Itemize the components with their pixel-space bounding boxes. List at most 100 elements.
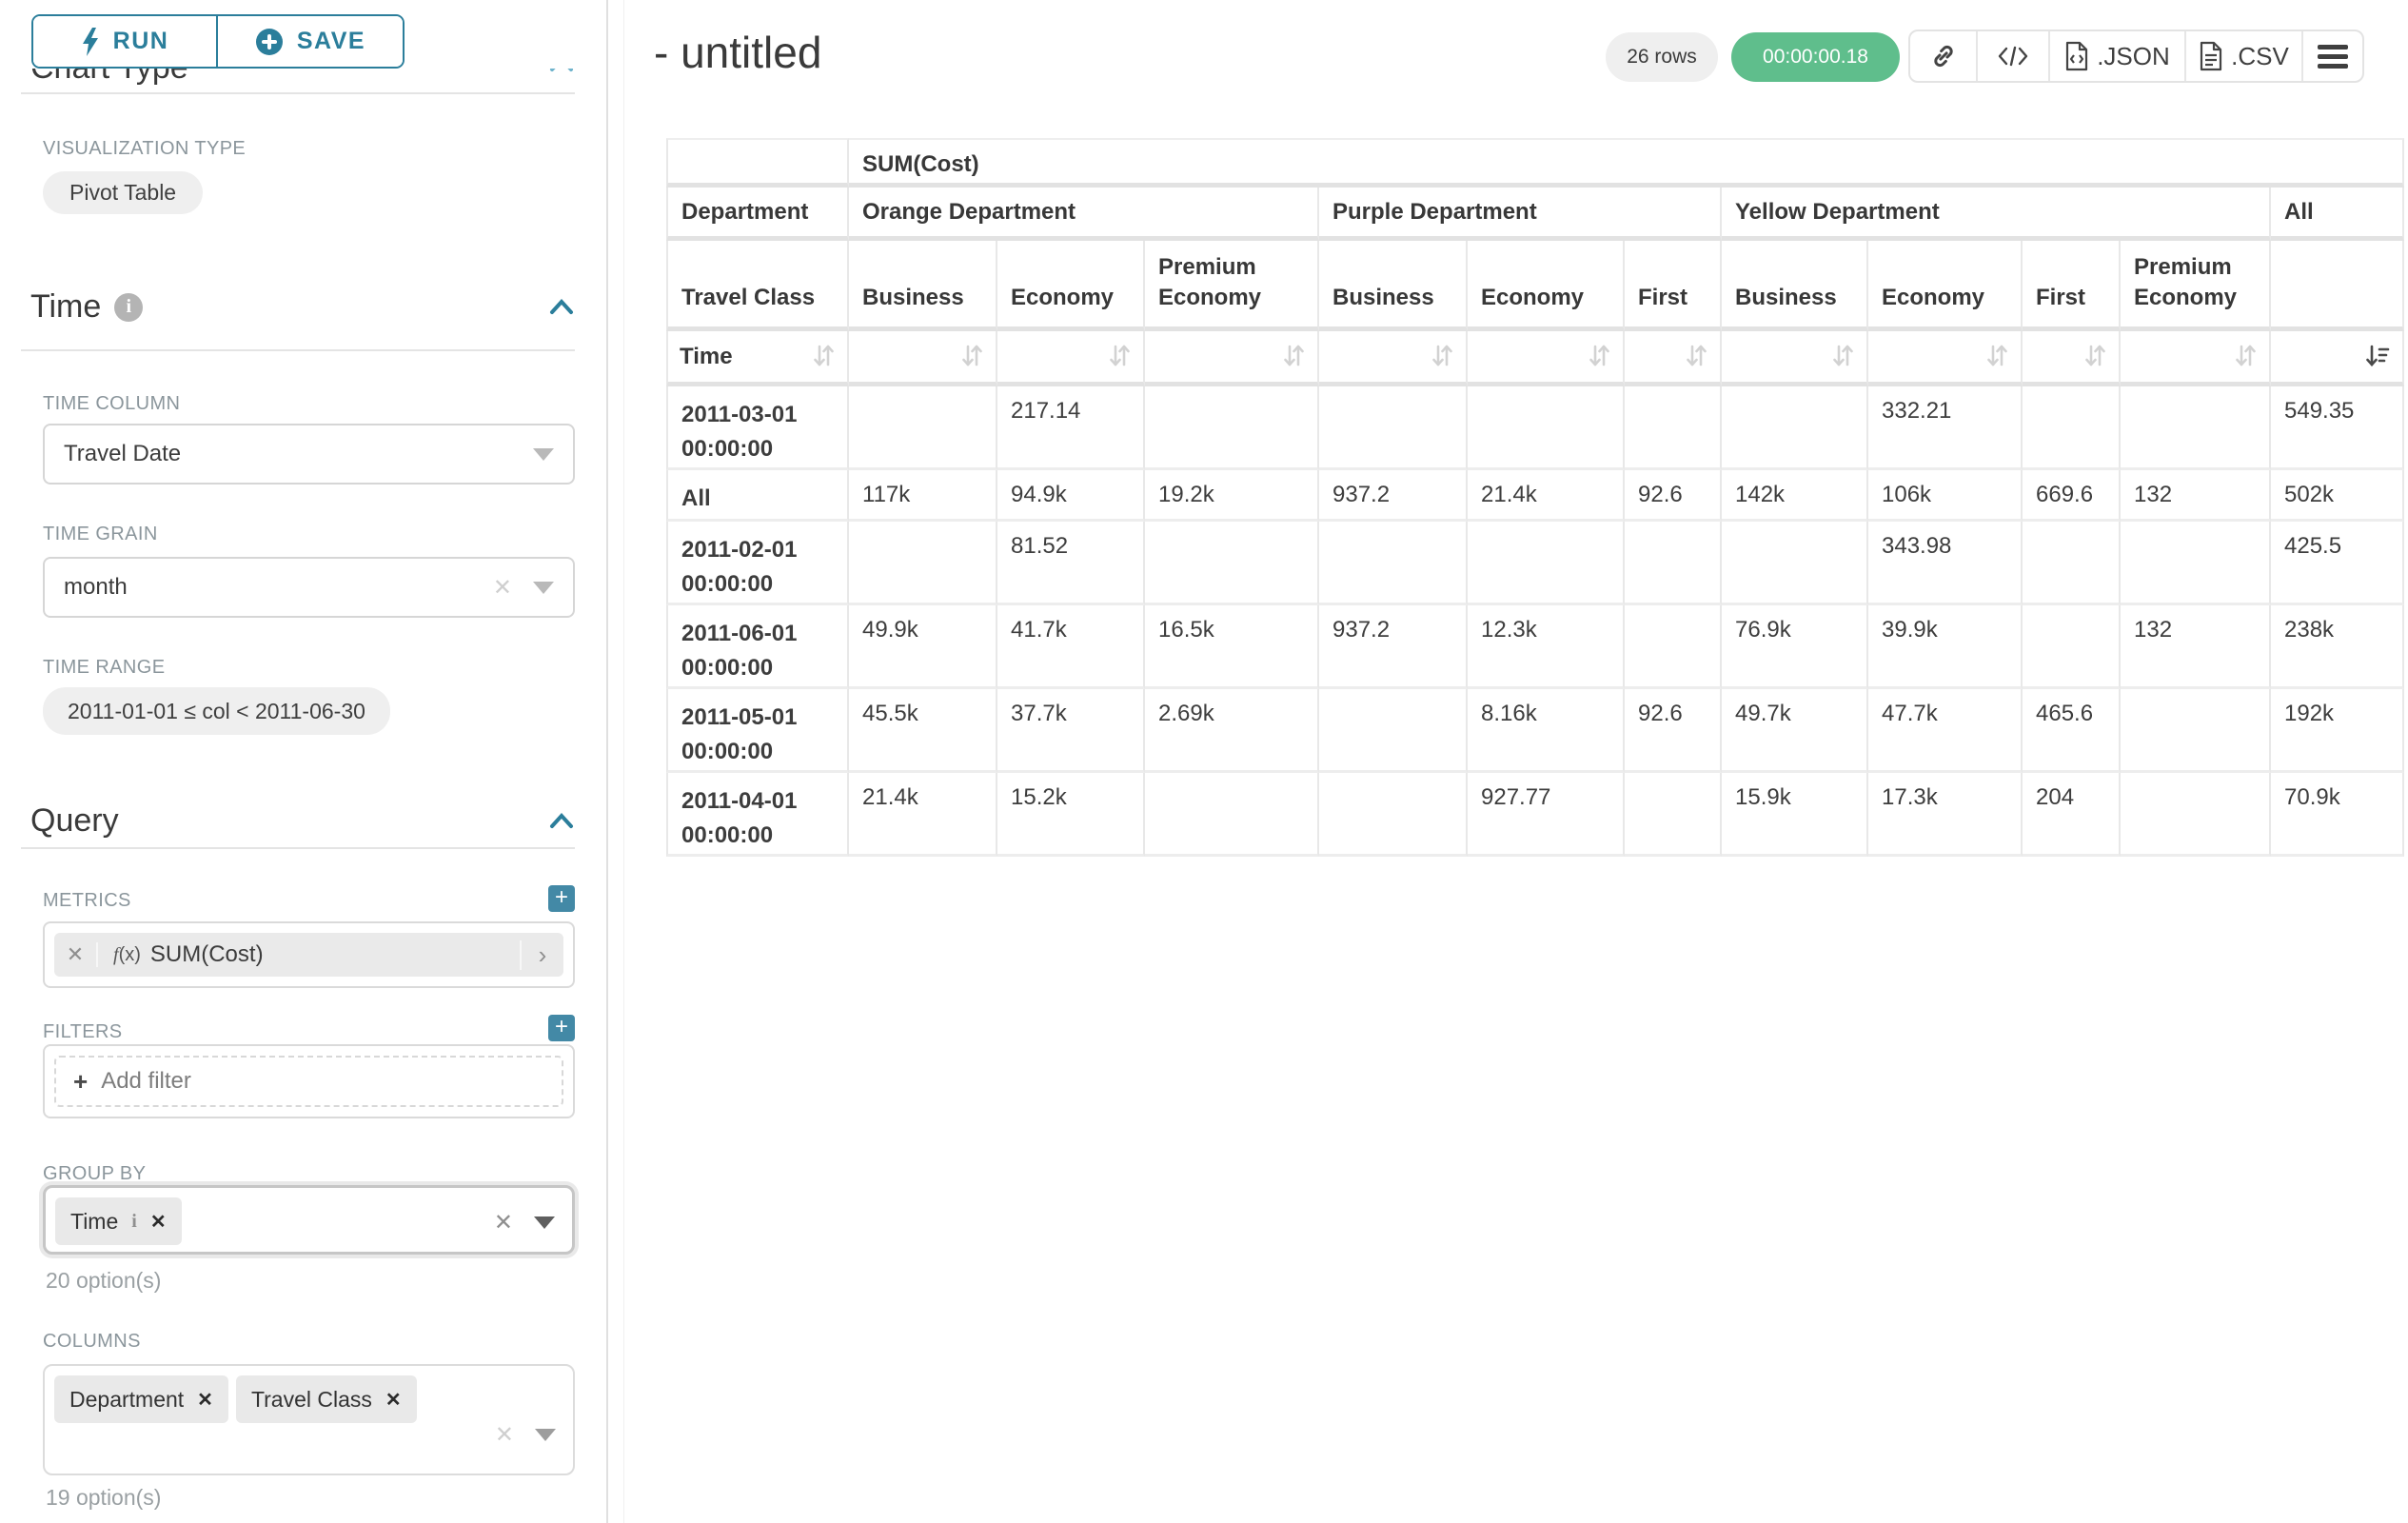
group-by-options-hint: 20 option(s) [46, 1268, 162, 1293]
hamburger-menu-icon [2318, 40, 2348, 73]
travel-class-dimension-label: Travel Class [666, 241, 849, 331]
columns-select[interactable]: Department ✕ Travel Class ✕ ✕ [43, 1364, 575, 1475]
travel-class-header-cell: First [2023, 241, 2121, 331]
time-grain-select[interactable]: month ✕ [43, 557, 575, 618]
value-cell: 332.21 [1868, 386, 2023, 470]
dimension-chip[interactable]: Travel Class ✕ [235, 1375, 417, 1423]
info-icon: i [114, 292, 144, 322]
value-cell: 669.6 [2023, 470, 2121, 522]
export-csv-button[interactable]: .CSV [2186, 31, 2303, 81]
filters-label: FILTERS [43, 1021, 123, 1042]
time-section-collapse-icon[interactable] [548, 297, 575, 314]
time-section-header: Time i [30, 288, 144, 326]
travel-class-header-cell: Premium Economy [1145, 241, 1319, 331]
time-range-value[interactable]: 2011-01-01 ≤ col < 2011-06-30 [43, 687, 390, 735]
run-save-toolbar: RUN SAVE [0, 0, 606, 69]
sort-icon[interactable] [1831, 344, 1855, 369]
value-cell: 15.9k [1722, 773, 1868, 857]
sort-icon[interactable] [1588, 344, 1611, 369]
section-divider [21, 349, 575, 351]
value-cell [2121, 386, 2271, 470]
clear-icon[interactable]: ✕ [492, 574, 512, 601]
travel-class-header-cell: Economy [1468, 241, 1625, 331]
sort-descending-icon[interactable] [2365, 344, 2391, 369]
value-cell [1722, 522, 1868, 605]
sortable-column-cell [997, 331, 1145, 386]
value-cell: 17.3k [1868, 773, 2023, 857]
sort-icon[interactable] [1282, 344, 1306, 369]
add-metric-button[interactable]: + [548, 885, 575, 912]
clear-icon[interactable]: ✕ [493, 1210, 513, 1236]
section-divider [21, 847, 575, 849]
time-column-select[interactable]: Travel Date [43, 424, 575, 485]
sort-icon[interactable] [1985, 344, 2009, 369]
sort-icon[interactable] [1108, 344, 1132, 369]
value-cell: 937.2 [1319, 605, 1468, 689]
save-button[interactable]: SAVE [218, 16, 403, 67]
group-by-select[interactable]: Time i ✕ ✕ [43, 1185, 575, 1255]
value-cell: 549.35 [2271, 386, 2404, 470]
query-section-header: Query [30, 802, 119, 839]
value-cell: 927.77 [1468, 773, 1625, 857]
value-cell: 41.7k [997, 605, 1145, 689]
add-filter-plus-button[interactable]: + [548, 1015, 575, 1041]
remove-metric-icon[interactable]: ✕ [54, 942, 98, 967]
value-cell [849, 522, 997, 605]
query-section-collapse-icon[interactable] [548, 811, 575, 828]
remove-chip-icon[interactable]: ✕ [385, 1389, 402, 1411]
row-label-cell: 2011-06-01 00:00:00 [666, 605, 849, 689]
sort-icon[interactable] [2234, 344, 2258, 369]
row-label-cell: 2011-04-01 00:00:00 [666, 773, 849, 857]
value-cell [2121, 689, 2271, 773]
sort-icon[interactable] [1685, 344, 1708, 369]
info-icon: i [131, 1210, 137, 1232]
value-cell: 502k [2271, 470, 2404, 522]
value-cell [1468, 522, 1625, 605]
function-icon: f(x) [113, 943, 141, 965]
run-button[interactable]: RUN [33, 16, 218, 67]
row-label-cell: 2011-05-01 00:00:00 [666, 689, 849, 773]
sortable-column-cell [2121, 331, 2271, 386]
dimension-chip[interactable]: Time i ✕ [55, 1197, 182, 1245]
value-cell: 106k [1868, 470, 2023, 522]
value-cell: 39.9k [1868, 605, 2023, 689]
travel-class-header-cell: Business [849, 241, 997, 331]
pivot-table: SUM(Cost) Department Orange Department Purp… [666, 138, 2404, 857]
metrics-label: METRICS [43, 890, 131, 911]
chevron-right-icon[interactable]: › [520, 940, 563, 970]
travel-class-header-cell: Premium Economy [2121, 241, 2271, 331]
view-query-button[interactable] [1978, 31, 2050, 81]
dimension-chip[interactable]: Department ✕ [54, 1375, 228, 1423]
copy-link-button[interactable] [1910, 31, 1978, 81]
columns-label: COLUMNS [43, 1331, 141, 1352]
visualization-type-value[interactable]: Pivot Table [43, 171, 204, 214]
add-filter-button[interactable]: + Add filter [54, 1056, 563, 1107]
clear-icon[interactable]: ✕ [494, 1422, 514, 1448]
chevron-down-icon [533, 447, 554, 461]
value-cell [2121, 522, 2271, 605]
panel-divider [623, 0, 624, 1523]
sort-icon[interactable] [1431, 344, 1454, 369]
value-cell: 142k [1722, 470, 1868, 522]
sort-icon[interactable] [812, 344, 836, 369]
more-options-button[interactable] [2303, 31, 2362, 81]
time-grain-label: TIME GRAIN [43, 524, 158, 544]
value-cell [1319, 386, 1468, 470]
value-cell: 70.9k [2271, 773, 2404, 857]
chart-title[interactable]: - untitled [654, 28, 822, 77]
sort-icon[interactable] [960, 344, 984, 369]
value-cell: 92.6 [1625, 470, 1722, 522]
code-icon [1998, 46, 2028, 67]
remove-chip-icon[interactable]: ✕ [197, 1389, 213, 1411]
value-cell: 192k [2271, 689, 2404, 773]
row-label-cell: 2011-03-01 00:00:00 [666, 386, 849, 470]
metric-token[interactable]: ✕ f(x) SUM(Cost) › [54, 933, 563, 977]
row-count-badge: 26 rows [1606, 32, 1718, 82]
chevron-down-icon [534, 1216, 555, 1229]
export-json-button[interactable]: .JSON [2050, 31, 2186, 81]
sortable-column-cell [1319, 331, 1468, 386]
sort-icon[interactable] [2083, 344, 2107, 369]
pivot-table-container: SUM(Cost) Department Orange Department Purp… [666, 138, 2404, 857]
remove-chip-icon[interactable]: ✕ [149, 1211, 167, 1233]
